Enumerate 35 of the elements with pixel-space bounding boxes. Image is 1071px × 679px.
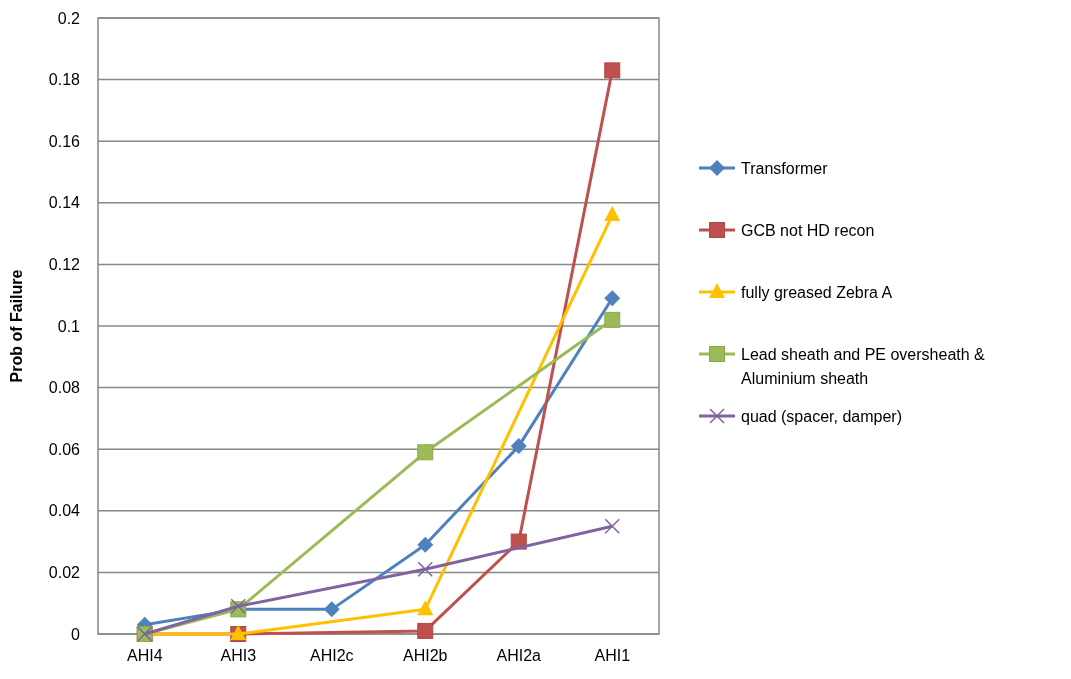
legend-label: Lead sheath and PE oversheath & Aluminium sheath	[741, 345, 986, 387]
point	[604, 311, 621, 328]
y-axis-title: Prob of Failure	[8, 269, 25, 383]
x-tick-label: AHI2c	[309, 647, 354, 664]
x-tick-label: AHI2b	[403, 647, 448, 664]
point	[604, 290, 621, 307]
legend-label: fully greased Zebra A	[741, 283, 893, 301]
legend-label: GCB not HD recon	[741, 221, 875, 239]
y-tick-label: 0.02	[48, 564, 81, 581]
legend-label: Transformer	[741, 159, 829, 177]
x-tick-label: AHI2a	[496, 647, 542, 664]
y-tick-label: 0	[71, 625, 81, 643]
point	[417, 536, 434, 553]
y-tick-label: 0.1	[57, 317, 81, 335]
point	[604, 518, 620, 534]
point	[417, 600, 434, 616]
y-tick-label: 0.18	[48, 71, 81, 89]
legend-label: quad (spacer, damper)	[741, 407, 902, 425]
y-tick-label: 0.06	[48, 440, 81, 458]
point	[323, 601, 340, 618]
x-tick-label: AHI4	[126, 647, 163, 664]
x-tick-label: AHI3	[220, 647, 257, 664]
y-tick-label: 0.04	[48, 502, 81, 520]
y-tick-label: 0.12	[48, 256, 81, 273]
y-tick-label: 0.08	[48, 379, 81, 397]
point	[604, 206, 621, 222]
y-tick-label: 0.14	[48, 194, 81, 212]
point	[417, 444, 434, 461]
point	[510, 438, 527, 455]
x-tick-label: AHI1	[594, 647, 631, 664]
y-tick-label: 0.16	[48, 132, 81, 150]
point	[417, 561, 433, 578]
point	[417, 622, 434, 639]
y-tick-label: 0.2	[57, 9, 81, 27]
point	[604, 62, 621, 79]
